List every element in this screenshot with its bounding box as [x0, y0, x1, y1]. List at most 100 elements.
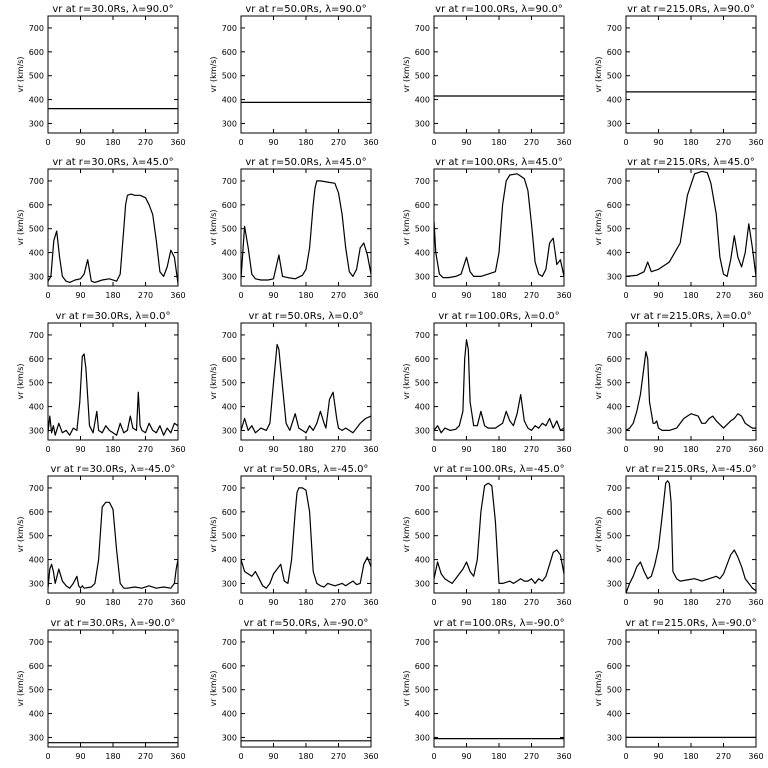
x-tick-label: 360 [170, 598, 185, 607]
x-tick-label: 0 [45, 598, 50, 607]
chart-panel: vr at r=30.0Rs, λ=45.0° 0 90 180 270 360 300 40… [16, 157, 186, 302]
x-axis-label: Longitude (°) [87, 148, 140, 149]
x-tick-label: 270 [331, 138, 346, 147]
panel-title: vr at r=50.0Rs, λ=90.0° [245, 4, 366, 15]
y-tick-label: 700 [222, 638, 237, 647]
y-tick-label: 500 [607, 379, 622, 388]
y-tick-label: 600 [607, 201, 622, 210]
y-tick-label: 500 [607, 72, 622, 81]
x-axis-label: Longitude (°) [280, 762, 333, 763]
y-axis-label: vr (km/s) [209, 516, 218, 552]
y-tick-label: 600 [607, 662, 622, 671]
y-tick-label: 400 [415, 96, 430, 105]
x-axis-label: Longitude (°) [473, 148, 526, 149]
x-tick-label: 270 [716, 291, 731, 300]
x-axis-label: Longitude (°) [87, 762, 140, 763]
x-tick-label: 90 [268, 445, 278, 454]
y-tick-label: 600 [29, 508, 44, 517]
y-tick-label: 300 [29, 272, 44, 281]
panel-title: vr at r=30.0Rs, λ=90.0° [52, 4, 173, 15]
x-tick-label: 90 [461, 445, 471, 454]
y-axis-label: vr (km/s) [402, 56, 411, 92]
y-tick-label: 300 [222, 579, 237, 588]
y-tick-label: 500 [607, 225, 622, 234]
y-tick-label: 500 [415, 72, 430, 81]
x-axis-label: Longitude (°) [280, 455, 333, 456]
y-axis-label: vr (km/s) [594, 670, 603, 706]
panel-title: vr at r=50.0Rs, λ=0.0° [249, 311, 364, 322]
y-tick-label: 600 [29, 48, 44, 57]
y-tick-label: 400 [415, 249, 430, 258]
x-tick-label: 360 [170, 445, 185, 454]
y-tick-label: 500 [29, 379, 44, 388]
x-tick-label: 0 [238, 445, 243, 454]
y-tick-label: 700 [222, 484, 237, 493]
y-tick-label: 300 [222, 733, 237, 742]
x-tick-label: 180 [683, 598, 698, 607]
chart-panel: vr at r=50.0Rs, λ=-90.0° 0 90 180 270 360 300 4… [209, 618, 379, 763]
chart-panel: vr at r=50.0Rs, λ=90.0° 0 90 180 270 360 300 40… [209, 4, 379, 149]
x-tick-label: 270 [138, 445, 153, 454]
plot-frame [240, 15, 372, 134]
y-axis-label: vr (km/s) [16, 363, 25, 399]
x-tick-label: 0 [238, 598, 243, 607]
y-tick-label: 600 [607, 508, 622, 517]
y-tick-label: 600 [29, 355, 44, 364]
y-axis-label: vr (km/s) [16, 516, 25, 552]
panel-title: vr at r=30.0Rs, λ=-45.0° [51, 464, 176, 475]
x-tick-label: 180 [491, 138, 506, 147]
y-tick-label: 500 [29, 686, 44, 695]
plot-frame [433, 15, 565, 134]
y-tick-label: 300 [415, 579, 430, 588]
x-tick-label: 360 [363, 598, 378, 607]
chart-panel: vr at r=215.0Rs, λ=0.0° 0 90 180 270 360 300 40… [594, 311, 764, 456]
x-tick-label: 360 [748, 138, 763, 147]
series-line [434, 339, 564, 434]
y-tick-label: 400 [29, 403, 44, 412]
x-tick-label: 180 [683, 752, 698, 761]
panel-title: vr at r=50.0Rs, λ=-90.0° [244, 618, 369, 629]
y-axis-label: vr (km/s) [209, 209, 218, 245]
y-tick-label: 300 [29, 579, 44, 588]
chart-panel: vr at r=50.0Rs, λ=0.0° 0 90 180 270 360 300 400… [209, 311, 379, 456]
plot-frame [47, 15, 179, 134]
y-tick-label: 400 [415, 710, 430, 719]
chart-panel: vr at r=100.0Rs, λ=90.0° 0 90 180 270 360 300 4… [402, 4, 572, 149]
x-tick-label: 180 [298, 445, 313, 454]
x-tick-label: 270 [138, 291, 153, 300]
x-tick-label: 180 [683, 138, 698, 147]
x-tick-label: 90 [461, 598, 471, 607]
x-tick-label: 90 [268, 291, 278, 300]
y-tick-label: 500 [415, 532, 430, 541]
y-axis-label: vr (km/s) [402, 209, 411, 245]
y-tick-label: 600 [222, 201, 237, 210]
y-tick-label: 700 [29, 24, 44, 33]
y-axis-label: vr (km/s) [16, 670, 25, 706]
y-tick-label: 400 [29, 96, 44, 105]
chart-panel: vr at r=215.0Rs, λ=90.0° 0 90 180 270 360 300 4… [594, 4, 764, 149]
x-tick-label: 360 [748, 598, 763, 607]
y-tick-label: 700 [415, 484, 430, 493]
x-tick-label: 90 [653, 445, 663, 454]
x-tick-label: 270 [331, 752, 346, 761]
x-axis-label: Longitude (°) [665, 762, 718, 763]
chart-panel: vr at r=100.0Rs, λ=45.0° 0 90 180 270 360 300 4… [402, 157, 572, 302]
y-tick-label: 600 [222, 355, 237, 364]
x-tick-label: 270 [716, 598, 731, 607]
y-tick-label: 700 [415, 177, 430, 186]
chart-panel: vr at r=30.0Rs, λ=-45.0° 0 90 180 270 360 300 4… [16, 464, 186, 609]
x-tick-label: 180 [298, 138, 313, 147]
x-axis-label: Longitude (°) [665, 608, 718, 609]
plot-frame [47, 475, 179, 594]
x-tick-label: 270 [524, 598, 539, 607]
x-tick-label: 180 [105, 752, 120, 761]
y-tick-label: 300 [29, 119, 44, 128]
x-tick-label: 90 [653, 138, 663, 147]
x-tick-label: 270 [331, 598, 346, 607]
series-line [434, 482, 564, 585]
y-tick-label: 700 [607, 638, 622, 647]
x-tick-label: 180 [491, 291, 506, 300]
x-tick-label: 360 [556, 291, 571, 300]
y-axis-label: vr (km/s) [402, 670, 411, 706]
x-tick-label: 90 [75, 291, 85, 300]
